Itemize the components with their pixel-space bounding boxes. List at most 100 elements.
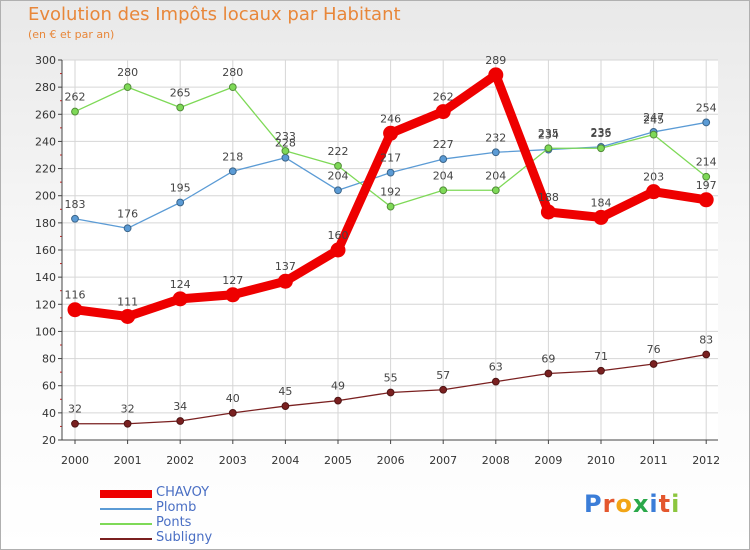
x-tick-label: 2009 <box>534 454 562 467</box>
data-label-plomb: 183 <box>65 198 86 211</box>
logo-letter: r <box>602 490 616 518</box>
data-label-subligny: 69 <box>541 353 555 366</box>
data-label-chavoy: 160 <box>328 229 349 242</box>
y-tick-label: 300 <box>35 54 56 67</box>
y-tick-label: 180 <box>35 217 56 230</box>
data-point-chavoy <box>488 67 504 83</box>
data-label-subligny: 40 <box>226 392 240 405</box>
data-label-chavoy: 203 <box>643 171 664 184</box>
logo-letter: i <box>671 490 681 518</box>
legend-label-plomb: Plomb <box>156 500 197 515</box>
data-label-subligny: 32 <box>121 403 135 416</box>
legend-swatch-plomb <box>100 508 152 510</box>
x-tick-label: 2007 <box>429 454 457 467</box>
grid <box>62 59 718 441</box>
data-point-plomb <box>281 153 290 162</box>
data-point-subligny <box>123 419 132 428</box>
data-label-plomb: 176 <box>117 207 138 220</box>
data-point-subligny <box>281 402 290 410</box>
x-tick-label: 2001 <box>114 454 142 467</box>
logo-letter: t <box>658 490 672 518</box>
y-tick-label: 260 <box>35 108 56 121</box>
series-layer <box>67 67 714 428</box>
data-label-ponts: 233 <box>275 130 296 143</box>
data-label-plomb: 228 <box>275 137 296 150</box>
data-point-ponts <box>123 83 132 92</box>
data-point-ponts <box>228 83 237 92</box>
x-tick-label: 2002 <box>166 454 194 467</box>
data-point-subligny <box>702 350 711 359</box>
logo-letter: P <box>584 490 603 518</box>
data-point-subligny <box>334 396 342 405</box>
data-point-chavoy <box>646 184 662 200</box>
data-label-subligny: 49 <box>331 380 345 393</box>
data-label-ponts: 192 <box>380 186 401 199</box>
legend-label-chavoy: CHAVOY <box>156 485 210 500</box>
data-point-ponts <box>439 186 448 195</box>
data-point-subligny <box>439 385 448 394</box>
data-label-chavoy: 111 <box>117 296 138 309</box>
data-point-chavoy <box>330 242 346 258</box>
data-point-ponts <box>71 107 79 116</box>
data-label-chavoy: 184 <box>591 196 612 209</box>
data-point-plomb <box>123 224 132 233</box>
data-label-plomb: 254 <box>696 101 717 114</box>
data-point-subligny <box>491 377 500 386</box>
data-label-plomb: 232 <box>485 131 506 144</box>
data-point-chavoy <box>540 204 556 220</box>
y-tick-label: 60 <box>42 380 56 393</box>
data-label-ponts: 245 <box>643 114 664 127</box>
data-label-plomb: 236 <box>591 126 612 139</box>
data-label-subligny: 32 <box>68 403 82 416</box>
data-label-ponts: 280 <box>222 66 243 79</box>
y-tick-label: 40 <box>42 407 56 420</box>
series-subligny <box>71 350 711 428</box>
chart-title: Evolution des Impôts locaux par Habitant <box>28 4 401 25</box>
proxiti-logo: Proxiti <box>584 490 680 518</box>
x-tick-label: 2011 <box>640 454 668 467</box>
data-point-chavoy <box>698 192 714 208</box>
data-point-chavoy <box>120 309 136 324</box>
x-tick-label: 2003 <box>219 454 247 467</box>
data-point-ponts <box>491 186 500 195</box>
data-label-chavoy: 188 <box>538 191 559 204</box>
data-label-plomb: 247 <box>643 111 664 124</box>
data-label-subligny: 63 <box>489 361 503 374</box>
data-label-plomb: 234 <box>538 129 559 142</box>
data-labels: 183 176 195 218 228 204 217 227 232 234 236 247 254 2… <box>65 54 717 416</box>
data-label-subligny: 45 <box>278 385 292 398</box>
data-label-subligny: 76 <box>647 343 661 356</box>
data-label-chavoy: 137 <box>275 260 296 273</box>
data-label-plomb: 227 <box>433 138 454 151</box>
data-point-plomb <box>334 186 342 195</box>
x-tick-label: 2012 <box>692 454 720 467</box>
data-point-subligny <box>386 388 395 397</box>
data-point-ponts <box>281 147 290 155</box>
logo-letter: x <box>632 490 650 518</box>
legend-label-ponts: Ponts <box>156 515 192 530</box>
y-tick-label: 280 <box>35 81 56 94</box>
data-point-ponts <box>334 161 342 170</box>
legend-swatch-ponts <box>100 523 152 525</box>
data-point-plomb <box>228 167 237 176</box>
series-ponts <box>71 83 711 211</box>
data-point-ponts <box>386 202 395 211</box>
y-tick-label: 160 <box>35 244 56 257</box>
data-point-subligny <box>228 408 237 417</box>
legend-label-subligny: Subligny <box>156 530 213 545</box>
y-tick-label: 80 <box>42 353 56 366</box>
data-label-plomb: 218 <box>222 150 243 163</box>
data-label-ponts: 262 <box>65 91 86 104</box>
data-point-plomb <box>702 118 711 127</box>
data-point-plomb <box>491 148 500 157</box>
data-label-subligny: 83 <box>699 334 713 347</box>
data-point-subligny <box>649 360 658 368</box>
x-tick-label: 2006 <box>377 454 405 467</box>
y-tick-label: 240 <box>35 135 56 148</box>
data-label-ponts: 204 <box>485 169 506 182</box>
data-label-chavoy: 116 <box>65 289 86 302</box>
logo-letter: i <box>649 490 659 518</box>
data-label-chavoy: 246 <box>380 112 401 125</box>
y-tick-label: 20 <box>42 434 56 447</box>
